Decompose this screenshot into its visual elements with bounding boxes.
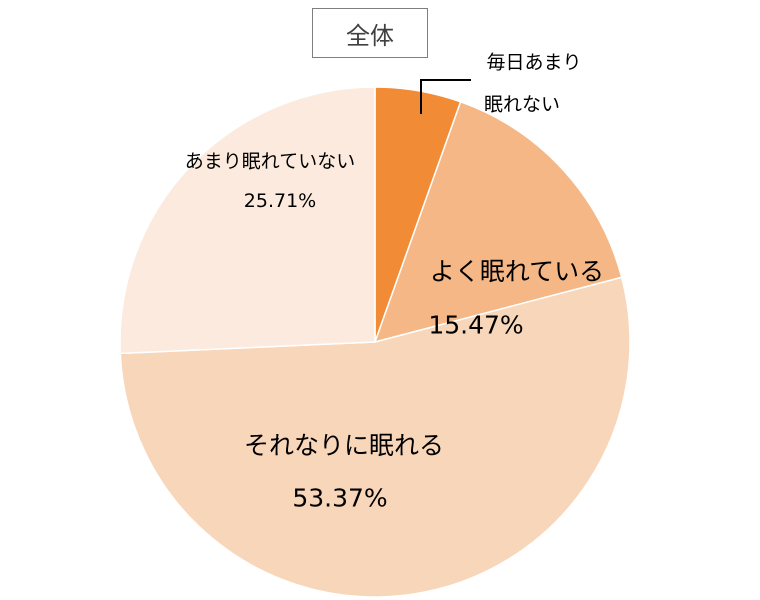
leader-line	[420, 79, 471, 114]
pie-slice-not-sleeping-much	[119, 86, 376, 355]
chart-title: 全体	[312, 8, 428, 58]
slice-label-not-sleeping-much: あまり眠れていない	[184, 150, 356, 173]
pie-slice-sleep-well	[373, 100, 623, 344]
slice-value-not-sleeping-much: 25.71%	[243, 190, 317, 212]
pie-slice-sleep-reasonably	[119, 276, 631, 598]
slice-label-sleep-well: よく眠れている	[429, 257, 605, 286]
slice-value-sleep-reasonably: 53.37%	[292, 483, 388, 513]
slice-value-sleep-well: 15.47%	[428, 310, 524, 340]
slice-label-sleep-reasonably: それなりに眠れる	[243, 431, 445, 460]
slice-label-every-day-poor-sleep: 毎日あまり	[486, 51, 582, 74]
slice-label-every-day-poor-sleep-line2: 眠れない	[483, 93, 561, 116]
